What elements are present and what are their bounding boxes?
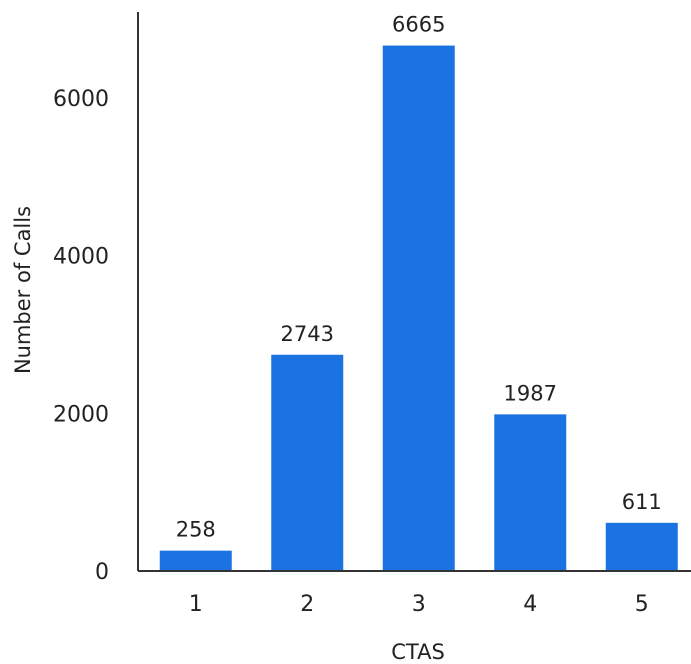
y-tick-label-0: 0 [95,560,109,585]
bar-3 [382,45,455,572]
data-labels-group: 258 2743 6665 1987 611 [176,13,662,542]
x-tick-label-2: 2 [300,592,314,617]
x-tick-label-1: 1 [189,592,203,617]
data-label-4: 1987 [504,381,557,405]
bar-1 [159,550,232,571]
bar-4 [494,414,567,571]
x-tick-label-5: 5 [635,592,649,617]
data-label-1: 258 [176,518,216,542]
x-tick-label-3: 3 [412,592,426,617]
data-label-3: 6665 [392,13,445,37]
data-label-2: 2743 [281,322,334,346]
data-label-5: 611 [622,490,662,514]
bars-group [159,45,678,572]
x-tick-labels-group: 1 2 3 4 5 [189,592,649,617]
y-tick-label-4000: 4000 [53,245,109,270]
y-axis-title: Number of Calls [11,206,35,374]
x-tick-label-4: 4 [523,592,537,617]
x-axis-title: CTAS [391,640,445,664]
bar-5 [605,522,678,571]
y-tick-label-6000: 6000 [53,87,109,112]
y-tick-labels-group: 0 2000 4000 6000 [53,87,109,585]
bar-2 [271,354,344,571]
y-tick-label-2000: 2000 [53,402,109,427]
